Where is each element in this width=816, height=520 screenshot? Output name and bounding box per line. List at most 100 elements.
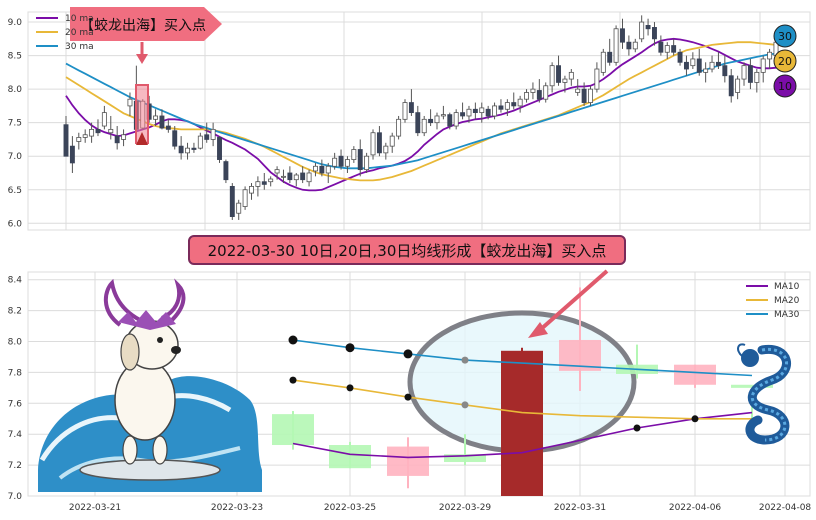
zoom-y-tick-label: 7.0 [8, 492, 23, 502]
overview-candle-body [703, 68, 709, 73]
dog-surfing-illustration [38, 278, 262, 492]
overview-candle-body [524, 92, 530, 100]
zoom-y-tick-label: 8.4 [8, 276, 23, 286]
dragon-whisker [737, 343, 746, 357]
overview-candle-body [594, 68, 600, 90]
zoom-x-tick-label: 2022-04-06 [669, 503, 722, 513]
overview-candle-body [300, 172, 306, 181]
ma-badge-label: 20 [778, 55, 792, 68]
overview-candle-body [504, 102, 510, 110]
overview-candle-body [760, 58, 766, 73]
overview-candle-body [383, 145, 389, 154]
ma20-dot [346, 384, 354, 392]
overview-candle-body [101, 112, 107, 127]
zoom-candle-body [329, 445, 371, 469]
ma30-dot [288, 335, 298, 345]
zoom-legend-label: MA30 [774, 310, 800, 320]
blue-dragon-illustration [737, 343, 791, 445]
ma-badge-circle [773, 49, 797, 73]
overview-candle-body [108, 128, 114, 134]
overview-candle-body [626, 41, 632, 50]
overview-candle-body [178, 145, 184, 154]
pointer-arrow-shaft [538, 269, 609, 332]
overview-candle-body [421, 118, 427, 134]
ma30-dot [345, 343, 355, 353]
overview-y-tick-label: 8.5 [8, 52, 22, 62]
overview-candle-body [357, 149, 363, 171]
overview-candle-body [735, 78, 741, 93]
overview-candle-body [485, 108, 491, 117]
overview-candle-body [632, 41, 638, 50]
zoom-candle-body [731, 384, 773, 388]
overview-candle-body [741, 65, 747, 80]
overview-candle-body [434, 115, 440, 124]
zoom-y-tick-label: 8.0 [8, 338, 23, 348]
overview-candle-body [677, 51, 683, 63]
overview-candle-body [165, 125, 171, 130]
overview-candle-body [498, 105, 504, 110]
zoom-candle-body [387, 446, 429, 476]
overview-candle-body [76, 137, 82, 142]
overview-y-tick-label: 6.5 [8, 186, 22, 196]
pointer-arrow-head-icon [528, 322, 548, 338]
overview-candle-body [376, 132, 382, 154]
ma-badges: 30 20 10 [773, 24, 797, 98]
overview-candle-body [306, 172, 312, 183]
zoom-y-tick-label: 7.8 [8, 368, 23, 378]
overview-candle-body [568, 71, 574, 80]
overview-candle-body [344, 159, 350, 167]
overview-candle-body [517, 98, 523, 107]
overview-candle-body [159, 115, 165, 129]
overview-y-tick-label: 7.5 [8, 119, 22, 129]
ma-badge-label: 30 [778, 30, 792, 43]
overview-candle-body [95, 128, 101, 134]
overview-candle-body [530, 88, 536, 93]
overview-candle-body [281, 175, 286, 178]
zoom-ma-lines [288, 335, 753, 459]
overview-candle-body [428, 118, 434, 124]
overview-candle-body [536, 90, 542, 100]
overview-candle-body [658, 41, 664, 53]
overview-candle-body [479, 107, 485, 114]
zoom-candle-body [272, 414, 314, 446]
overview-candle-body [185, 147, 190, 154]
ma-badge-circle [773, 74, 797, 98]
overview-candle-body [620, 28, 625, 43]
overview-candles [63, 15, 779, 220]
overview-candle-body [242, 189, 248, 207]
zoom-chart: 7.07.27.47.67.88.08.28.4 2022-03-21 2022-… [8, 269, 812, 513]
overview-candle-body [325, 165, 331, 174]
overview-candle-body [217, 137, 222, 160]
overview-candle-body [204, 134, 210, 140]
overview-candle-body [293, 174, 299, 181]
caption-text: 2022-03-30 10日,20日,30日均线形成【蛟龙出海】买入点 [208, 242, 607, 260]
zoom-ma10-line [292, 411, 753, 459]
zoom-y-tick-label: 7.6 [8, 399, 23, 409]
overview-y-tick-label: 6.0 [8, 219, 23, 229]
buy-point-tag: 【蛟龙出海】买入点 [70, 7, 222, 41]
caption-box [188, 235, 626, 265]
dog-leg-right [152, 435, 168, 465]
overview-candle-body [600, 51, 606, 73]
zoom-ma30-line [292, 339, 753, 377]
zoom-x-ticks: 2022-03-21 2022-03-23 2022-03-25 2022-03-29… [69, 503, 812, 513]
zoom-x-tick-label: 2022-03-31 [554, 503, 606, 513]
overview-candle-body [543, 85, 549, 100]
overview-ma-lines [65, 37, 783, 192]
overview-candle-body [89, 128, 95, 137]
overview-candle-body [261, 181, 267, 185]
ma20-dot [289, 376, 297, 384]
overview-candle-body [332, 157, 338, 167]
overview-candle-body [114, 135, 120, 144]
ma10-dot [691, 415, 699, 423]
overview-legend: 10 ma 20 ma 30 ma [36, 14, 94, 52]
overview-candle-body [255, 181, 261, 187]
dog-crest [118, 310, 176, 330]
overview-candle-body [767, 51, 773, 60]
overview-candle-body [396, 118, 402, 137]
overview-candle-body [229, 185, 235, 217]
overview-candle-body [121, 134, 127, 140]
overview-candle-body [172, 130, 178, 147]
zoom-candle-body [674, 364, 716, 385]
overview-candle-body [556, 65, 561, 83]
